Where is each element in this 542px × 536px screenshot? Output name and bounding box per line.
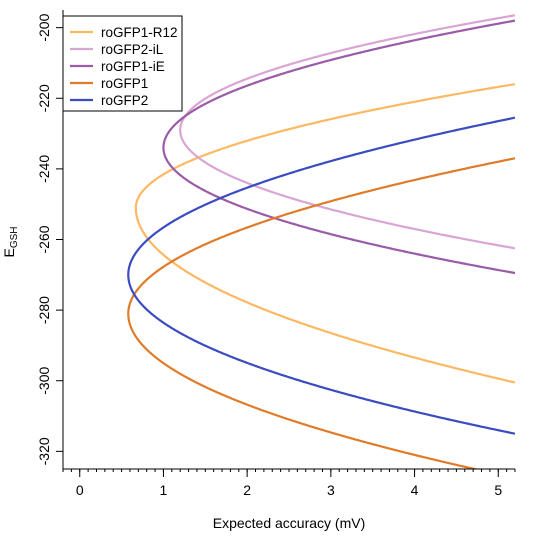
x-tick-label: 2 [243, 482, 251, 498]
x-tick-label: 0 [76, 482, 84, 498]
y-tick-label: -320 [36, 437, 52, 465]
y-axis-label: EGSH [1, 226, 20, 257]
legend: roGFP1-R12 roGFP2-iL roGFP1-iE roGFP1 roGFP2 [62, 15, 183, 112]
series-line-rogfp2 [127, 116, 515, 435]
y-tick-label: -260 [36, 225, 52, 253]
legend-label-rogfp1-r12: roGFP1-R12 [101, 25, 178, 40]
y-axis-label-main: E [1, 248, 17, 257]
x-tick-label: 3 [327, 482, 335, 498]
legend-label-rogfp2-il: roGFP2-iL [101, 42, 164, 57]
y-tick-label: -280 [36, 296, 52, 324]
x-tick-label: 5 [494, 482, 502, 498]
series-line-rogfp1-ie [162, 19, 515, 275]
x-tick-label: 4 [411, 482, 419, 498]
y-tick-label: -220 [36, 84, 52, 112]
y-tick-label: -240 [36, 155, 52, 183]
series-line-rogfp2-il [179, 14, 515, 250]
y-tick-label: -300 [36, 367, 52, 395]
y-axis-label-subscript: GSH [9, 226, 20, 248]
axes-layer: 0 1 2 3 4 5 -320 -300 -280 -260 -240 -220 -200 [36, 10, 516, 498]
y-tick-label: -200 [36, 13, 52, 41]
legend-label-rogfp1: roGFP1 [101, 76, 148, 91]
series-line-rogfp1 [127, 157, 515, 469]
legend-items: roGFP1-R12 roGFP2-iL roGFP1-iE roGFP1 roGFP2 [70, 25, 178, 108]
curves-layer [127, 14, 515, 469]
series-line-rogfp1-r12 [134, 83, 515, 384]
x-axis-label: Expected accuracy (mV) [213, 515, 366, 531]
legend-label-rogfp2: roGFP2 [101, 93, 148, 108]
x-tick-label: 1 [160, 482, 168, 498]
legend-label-rogfp1-ie: roGFP1-iE [101, 59, 165, 74]
